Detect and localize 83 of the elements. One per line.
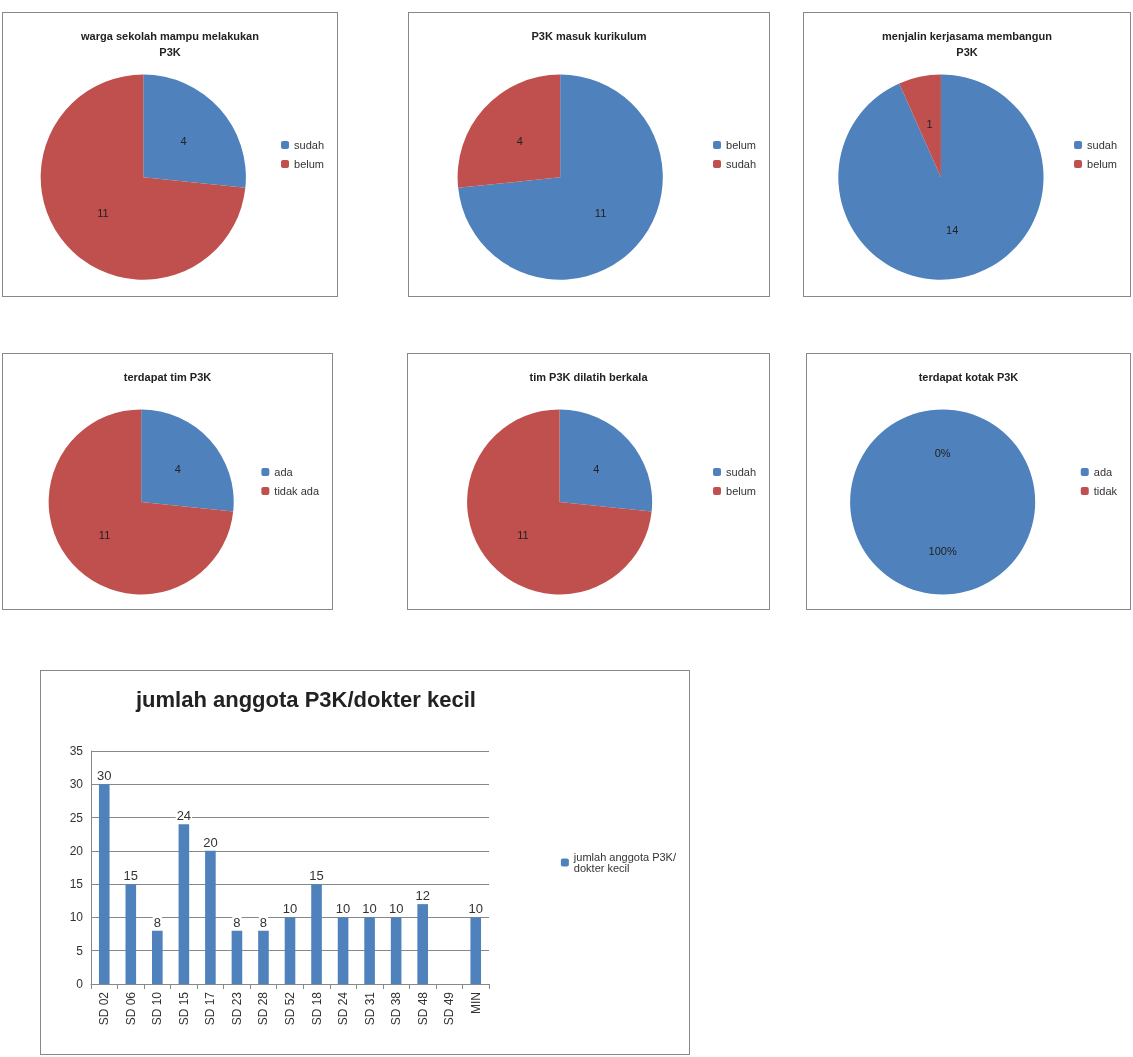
y-tick-label: 35 <box>69 744 84 758</box>
data-label: 30 <box>97 768 112 784</box>
x-tick-label: SD 49 <box>442 991 457 1026</box>
data-label: 1 <box>926 118 933 131</box>
x-tick-label: SD 17 <box>203 991 218 1026</box>
legend-label: ada <box>274 466 294 478</box>
legend-label: tidak <box>1093 485 1118 497</box>
bar <box>125 884 137 984</box>
data-label: 4 <box>180 134 187 147</box>
data-label: 20 <box>203 834 218 850</box>
chart-title: warga sekolah mampu melakukan P3K <box>80 30 260 58</box>
legend-label: ada <box>1093 466 1113 478</box>
legend-label: belum <box>726 485 756 497</box>
data-label: 11 <box>594 207 607 220</box>
data-label: 11 <box>517 528 529 541</box>
data-label: 10 <box>388 901 404 917</box>
x-tick-label: SD 10 <box>150 991 165 1026</box>
x-tick-label: SD 28 <box>256 991 271 1026</box>
chart-title: terdapat tim P3K <box>123 371 212 383</box>
data-label: 15 <box>123 868 139 884</box>
legend-label: sudah <box>294 139 325 151</box>
chart-title: P3K masuk kurikulum <box>531 30 647 42</box>
bar <box>152 930 163 984</box>
bar <box>337 917 349 984</box>
data-label: 8 <box>153 914 161 930</box>
x-tick-label: SD 06 <box>123 991 138 1026</box>
chart-title: tim P3K dilatih berkala <box>529 371 649 383</box>
data-label: 10 <box>468 901 483 917</box>
data-label: 4 <box>174 462 181 475</box>
data-label: 8 <box>259 914 268 930</box>
legend-label: jumlah anggota P3K/dokter kecil <box>572 851 677 874</box>
bar <box>178 824 190 984</box>
legend-label: tidak ada <box>274 485 320 497</box>
chart-title: menjalin kerjasama membangun P3K <box>882 30 1053 58</box>
x-tick-label: SD 23 <box>229 991 244 1026</box>
chart-title: jumlah anggota P3K/dokter kecil <box>135 686 476 712</box>
y-tick-label: 10 <box>69 910 84 925</box>
data-label: 100% <box>928 545 957 558</box>
data-label: 4 <box>516 134 523 147</box>
bar <box>231 930 243 984</box>
data-label: 24 <box>176 808 192 824</box>
data-label: 14 <box>946 224 959 237</box>
bar <box>417 904 428 984</box>
text: 0% <box>934 446 951 459</box>
data-label: 10 <box>282 901 298 917</box>
data-label: 10 <box>335 901 351 917</box>
bar <box>284 917 296 984</box>
x-tick-label: SD 48 <box>415 991 430 1026</box>
legend-label: belum <box>726 139 756 151</box>
x-tick-label: SD 18 <box>309 991 324 1026</box>
bar <box>258 930 269 984</box>
data-label: 8 <box>233 914 241 930</box>
legend-label: sudah <box>726 158 757 170</box>
y-tick-label: 15 <box>69 877 84 892</box>
x-tick-label: SD 02 <box>97 991 112 1026</box>
data-label: 11 <box>97 207 109 220</box>
y-tick-label: 25 <box>69 810 84 825</box>
bar <box>364 917 375 984</box>
legend-label: sudah <box>726 466 757 478</box>
data-label: 4 <box>593 462 600 475</box>
data-label: 12 <box>415 888 430 904</box>
data-label: 15 <box>309 868 324 884</box>
y-tick-label: 5 <box>76 943 84 958</box>
y-tick-label: 0 <box>76 977 84 991</box>
x-tick-label: SD 15 <box>176 991 191 1026</box>
bar <box>98 784 110 984</box>
legend-label: belum <box>1087 158 1117 170</box>
x-tick-label: SD 31 <box>362 991 377 1026</box>
bar <box>311 884 322 984</box>
x-tick-label: MIN <box>468 992 483 1014</box>
data-label: 10 <box>362 901 377 917</box>
data-label: 11 <box>98 528 111 541</box>
x-tick-label: SD 52 <box>283 991 297 1026</box>
chart-title: terdapat kotak P3K <box>918 371 1019 383</box>
legend-label: sudah <box>1087 139 1118 151</box>
bar <box>205 850 216 984</box>
y-tick-label: 20 <box>69 843 84 858</box>
y-tick-label: 30 <box>69 777 84 792</box>
legend-label: belum <box>294 158 324 170</box>
bar <box>390 917 402 984</box>
bar <box>470 917 482 984</box>
x-tick-label: SD 38 <box>389 991 404 1026</box>
x-tick-label: SD 24 <box>336 991 351 1026</box>
